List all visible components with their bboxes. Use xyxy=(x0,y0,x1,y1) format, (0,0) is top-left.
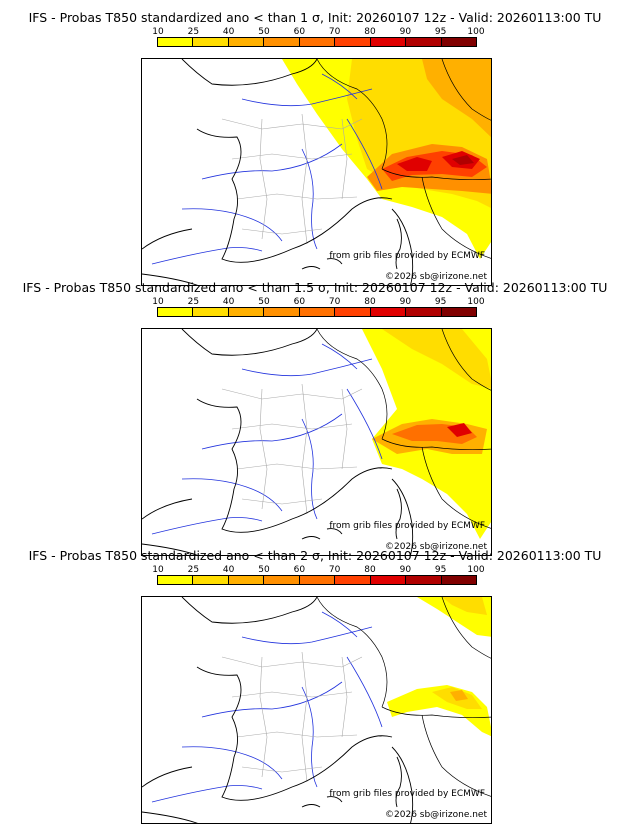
probability-shading xyxy=(387,597,491,737)
probability-legend: 10 25 40 50 60 70 80 90 95 100 xyxy=(152,565,485,589)
legend-tick-label: 100 xyxy=(467,27,485,37)
panel-title: IFS - Probas T850 standardized ano < tha… xyxy=(28,548,602,563)
legend-color-cell xyxy=(299,38,336,46)
legend-tick-label: 60 xyxy=(293,565,306,575)
map-drawing xyxy=(142,597,491,823)
legend-colorbar xyxy=(157,575,477,585)
legend-color-cell xyxy=(370,308,407,316)
probability-legend: 10 25 40 50 60 70 80 90 95 100 xyxy=(152,297,485,321)
admin-borders xyxy=(221,651,363,783)
legend-tick-label: 80 xyxy=(364,297,376,307)
legend-tick-label: 25 xyxy=(187,297,200,307)
country-borders xyxy=(316,597,491,797)
map-drawing xyxy=(142,59,491,285)
legend-tick-label: 40 xyxy=(222,297,235,307)
legend-color-cell xyxy=(228,38,265,46)
legend-color-cell xyxy=(158,308,194,316)
legend-tick-label: 25 xyxy=(187,27,200,37)
country-borders xyxy=(316,329,491,529)
copyright-credit: ©2026 sb@irizone.net xyxy=(385,810,487,820)
probability-legend: 10 25 40 50 60 70 80 90 95 100 xyxy=(152,27,485,51)
admin-borders xyxy=(221,113,363,245)
panel-title: IFS - Probas T850 standardized ano < tha… xyxy=(22,280,608,295)
legend-color-cell xyxy=(264,308,300,316)
legend-color-cell xyxy=(335,308,371,316)
legend-color-cell xyxy=(406,38,442,46)
probability-shading xyxy=(282,59,491,259)
probability-map: from grib files provided by ECMWF ©2026 … xyxy=(141,328,492,556)
data-source-credit: from grib files provided by ECMWF xyxy=(329,251,485,261)
legend-tick-label: 25 xyxy=(187,565,200,575)
data-source-credit: from grib files provided by ECMWF xyxy=(329,521,485,531)
legend-color-cell xyxy=(193,576,229,584)
coastlines xyxy=(142,597,414,823)
map-drawing xyxy=(142,329,491,555)
legend-color-cell xyxy=(158,38,194,46)
legend-tick-label: 10 xyxy=(152,27,164,37)
legend-tick-label: 90 xyxy=(399,27,412,37)
probability-map: from grib files provided by ECMWF ©2026 … xyxy=(141,58,492,286)
probability-shading xyxy=(362,329,491,539)
legend-color-cell xyxy=(441,38,476,46)
legend-color-cell xyxy=(158,576,194,584)
legend-color-cell xyxy=(370,38,407,46)
legend-tick-label: 95 xyxy=(434,297,447,307)
legend-color-cell xyxy=(370,576,407,584)
data-source-credit: from grib files provided by ECMWF xyxy=(329,789,485,799)
legend-tick-label: 70 xyxy=(328,565,341,575)
legend-color-cell xyxy=(193,38,229,46)
legend-color-cell xyxy=(228,308,265,316)
map-panel-2sigma: IFS - Probas T850 standardized ano < tha… xyxy=(0,548,630,824)
legend-color-cell xyxy=(193,308,229,316)
legend-tick-label: 60 xyxy=(293,297,306,307)
legend-color-cell xyxy=(299,576,336,584)
legend-color-cell xyxy=(406,576,442,584)
country-borders xyxy=(316,59,491,259)
rivers xyxy=(151,611,383,803)
legend-color-cell xyxy=(335,576,371,584)
legend-tick-label: 80 xyxy=(364,27,376,37)
panel-title: IFS - Probas T850 standardized ano < tha… xyxy=(28,10,602,25)
legend-tick-label: 50 xyxy=(258,565,270,575)
legend-tick-label: 40 xyxy=(222,565,235,575)
coastlines xyxy=(142,329,414,555)
legend-color-cell xyxy=(264,38,300,46)
legend-tick-label: 95 xyxy=(434,565,447,575)
legend-tick-label: 10 xyxy=(152,297,164,307)
legend-tick-label: 80 xyxy=(364,565,376,575)
map-panel-1-5sigma: IFS - Probas T850 standardized ano < tha… xyxy=(0,280,630,556)
legend-colorbar xyxy=(157,307,477,317)
legend-colorbar xyxy=(157,37,477,47)
legend-tick-label: 10 xyxy=(152,565,164,575)
probability-map: from grib files provided by ECMWF ©2026 … xyxy=(141,596,492,824)
copyright-credit: ©2026 sb@irizone.net xyxy=(385,542,487,552)
legend-tick-label: 70 xyxy=(328,297,341,307)
map-panel-1sigma: IFS - Probas T850 standardized ano < tha… xyxy=(0,10,630,286)
legend-tick-label: 40 xyxy=(222,27,235,37)
legend-tick-label: 50 xyxy=(258,27,270,37)
legend-color-cell xyxy=(228,576,265,584)
legend-tick-label: 70 xyxy=(328,27,341,37)
legend-color-cell xyxy=(441,576,476,584)
legend-tick-label: 95 xyxy=(434,27,447,37)
legend-tick-label: 60 xyxy=(293,27,306,37)
legend-color-cell xyxy=(299,308,336,316)
legend-tick-label: 50 xyxy=(258,297,270,307)
legend-tick-label: 100 xyxy=(467,565,485,575)
admin-borders xyxy=(221,383,363,515)
legend-color-cell xyxy=(441,308,476,316)
coastlines xyxy=(142,59,414,285)
legend-color-cell xyxy=(406,308,442,316)
legend-tick-label: 90 xyxy=(399,565,412,575)
copyright-credit: ©2026 sb@irizone.net xyxy=(385,272,487,282)
legend-tick-label: 100 xyxy=(467,297,485,307)
legend-tick-label: 90 xyxy=(399,297,412,307)
rivers xyxy=(151,343,383,535)
legend-color-cell xyxy=(264,576,300,584)
legend-color-cell xyxy=(335,38,371,46)
